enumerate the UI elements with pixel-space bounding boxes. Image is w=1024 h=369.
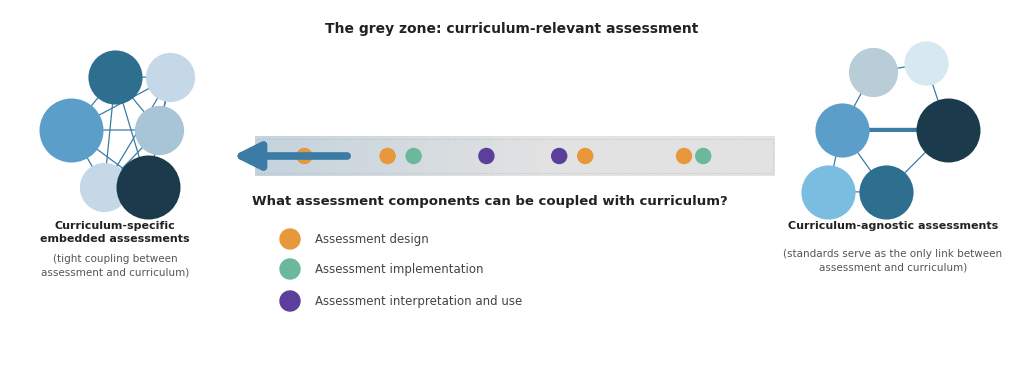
Bar [413, 136, 417, 176]
Bar [359, 136, 365, 176]
Bar [483, 136, 488, 176]
Bar [398, 136, 402, 176]
Bar [436, 136, 441, 176]
Bar [374, 136, 379, 176]
Point [96, 184, 113, 190]
Bar [427, 136, 431, 176]
Circle shape [677, 148, 691, 163]
Bar [531, 136, 537, 176]
Text: What assessment components can be coupled with curriculum?: What assessment components can be couple… [252, 194, 728, 207]
Bar [451, 136, 456, 176]
Text: (standards serve as the only link between
assessment and curriculum): (standards serve as the only link betwee… [783, 249, 1002, 272]
Circle shape [578, 148, 593, 163]
Bar [465, 136, 469, 176]
Bar [456, 136, 460, 176]
Point [940, 127, 956, 133]
Bar [441, 136, 445, 176]
Circle shape [695, 148, 711, 163]
Point [162, 74, 178, 80]
Bar [336, 136, 341, 176]
Bar [264, 136, 269, 176]
Bar [379, 136, 384, 176]
Circle shape [280, 291, 300, 311]
Bar [303, 136, 307, 176]
Text: Assessment interpretation and use: Assessment interpretation and use [315, 294, 522, 307]
Bar [317, 136, 322, 176]
Circle shape [297, 148, 312, 163]
Circle shape [407, 148, 421, 163]
Point [878, 189, 894, 195]
Bar [274, 136, 279, 176]
Circle shape [380, 148, 395, 163]
Bar [284, 136, 289, 176]
Bar [307, 136, 312, 176]
Text: The grey zone: curriculum-relevant assessment: The grey zone: curriculum-relevant asses… [326, 22, 698, 36]
Bar [322, 136, 327, 176]
Point [834, 127, 850, 133]
Bar [255, 136, 775, 176]
Bar [512, 136, 517, 176]
Bar [517, 136, 522, 176]
Circle shape [280, 229, 300, 249]
Point [864, 69, 881, 75]
Bar [289, 136, 293, 176]
Point [820, 189, 837, 195]
Bar [332, 136, 336, 176]
Point [63, 127, 80, 133]
Bar [345, 136, 350, 176]
Bar [431, 136, 436, 176]
Bar [298, 136, 303, 176]
Bar [469, 136, 474, 176]
Bar [327, 136, 332, 176]
Bar [526, 136, 531, 176]
Bar [460, 136, 465, 176]
Bar [312, 136, 317, 176]
Bar [445, 136, 451, 176]
Text: Assessment implementation: Assessment implementation [315, 262, 483, 276]
Point [918, 61, 934, 66]
Bar [370, 136, 374, 176]
Bar [474, 136, 479, 176]
Bar [498, 136, 503, 176]
Bar [508, 136, 512, 176]
Bar [260, 136, 264, 176]
Bar [479, 136, 483, 176]
Bar [269, 136, 274, 176]
Bar [503, 136, 508, 176]
Bar [365, 136, 370, 176]
Circle shape [552, 148, 566, 163]
Circle shape [280, 259, 300, 279]
Bar [393, 136, 398, 176]
Text: (tight coupling between
assessment and curriculum): (tight coupling between assessment and c… [41, 254, 189, 277]
Bar [537, 136, 541, 176]
Bar [402, 136, 408, 176]
Bar [257, 139, 773, 173]
Bar [293, 136, 298, 176]
Bar [350, 136, 355, 176]
Bar [494, 136, 498, 176]
Text: Curriculum-agnostic assessments: Curriculum-agnostic assessments [787, 221, 998, 231]
Bar [408, 136, 413, 176]
Point [152, 127, 168, 133]
Bar [255, 136, 260, 176]
Bar [355, 136, 359, 176]
Point [140, 184, 157, 190]
Bar [417, 136, 422, 176]
Bar [384, 136, 388, 176]
Text: Assessment design: Assessment design [315, 232, 429, 245]
Text: Curriculum-specific
embedded assessments: Curriculum-specific embedded assessments [40, 221, 189, 244]
Circle shape [479, 148, 494, 163]
Bar [388, 136, 393, 176]
Bar [488, 136, 494, 176]
Bar [422, 136, 427, 176]
Bar [279, 136, 284, 176]
Bar [522, 136, 526, 176]
Point [108, 74, 123, 80]
Bar [341, 136, 345, 176]
